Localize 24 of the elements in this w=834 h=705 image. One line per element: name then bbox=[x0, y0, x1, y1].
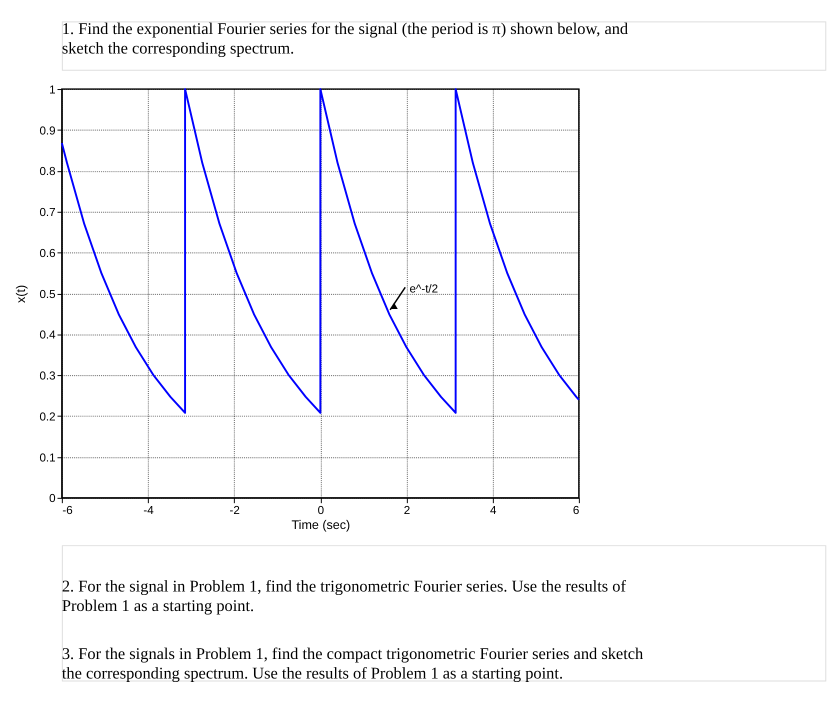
y-tick-label: 0.9 bbox=[39, 125, 56, 138]
y-tick-label: 1 bbox=[49, 84, 56, 96]
y-tick-label: 0.4 bbox=[39, 330, 56, 342]
y-axis-title: x(t) bbox=[14, 284, 28, 303]
x-tick-label: 4 bbox=[490, 504, 497, 517]
x-tick-label: -4 bbox=[143, 504, 154, 517]
y-tick-label: 0.6 bbox=[39, 248, 56, 260]
x-tick-label: 2 bbox=[404, 504, 410, 517]
y-tick-label: 0 bbox=[49, 493, 56, 506]
x-tick-label: 0 bbox=[318, 504, 324, 517]
y-tick-label: 0.7 bbox=[39, 207, 56, 220]
y-tick-label: 0.1 bbox=[39, 452, 56, 464]
text: 3. For the signals in Problem 1, find the compact trigonometric Fourier series and sketch the corresponding spectrum. Use the results of Problem 1 as a starting point. bbox=[62, 644, 644, 683]
x-tick-label: 6 bbox=[572, 504, 580, 517]
chart-title: 1. Find the exponential Fourier series for the signal (the period is π) shown below, and sketch the corresponding spectrum. bbox=[62, 18, 628, 58]
y-tick-label: 0.2 bbox=[39, 411, 56, 424]
annotation: e^-t/2 bbox=[409, 283, 438, 296]
text: 2. For the signal in Problem 1, find the trigonometric Fourier series. Use the results of Problem 1 as a starting point. bbox=[62, 576, 626, 615]
x-axis-title: Time (sec) bbox=[291, 518, 350, 532]
y-tick-label: 0.5 bbox=[39, 288, 56, 301]
y-tick-label: 0.3 bbox=[39, 370, 56, 383]
x-tick-label: -6 bbox=[62, 504, 73, 517]
x-tick-label: -2 bbox=[230, 504, 240, 517]
y-tick-label: 0.8 bbox=[39, 166, 56, 178]
